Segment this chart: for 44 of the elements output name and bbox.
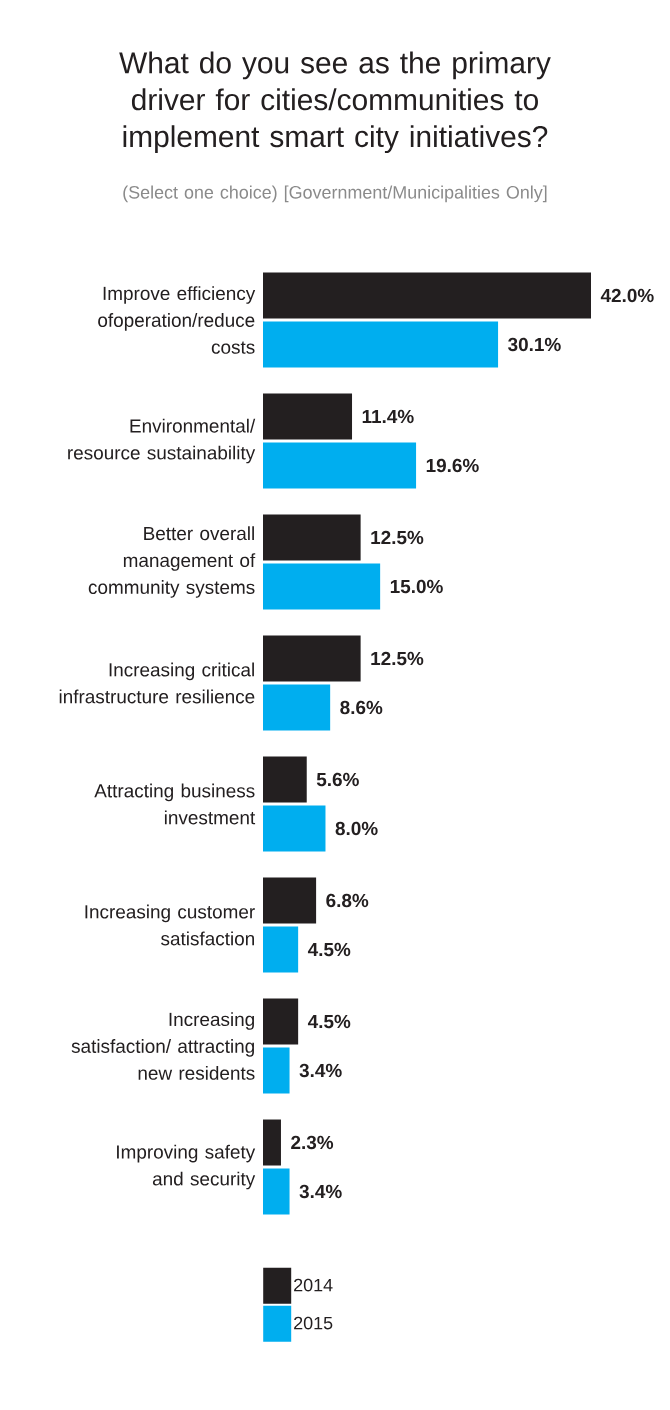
- data-label: 6.8%: [326, 893, 369, 908]
- chart-subtitle: (Select one choice) [Government/Municipalities Only]: [123, 185, 547, 203]
- bar: [263, 321, 499, 368]
- y-tick-label: Improve efficiency ofoperation/reduce costs: [98, 286, 256, 354]
- data-label: 8.6%: [340, 700, 383, 715]
- data-label: 12.5%: [371, 651, 424, 666]
- y-tick-label: Increasing satisfaction/ attracting new residents: [71, 1012, 255, 1080]
- bar: [263, 393, 353, 440]
- y-tick-label: Increasing customer satisfaction: [85, 904, 255, 946]
- bar: [263, 756, 307, 803]
- data-label: 8.0%: [335, 821, 378, 836]
- y-tick-label: Environmental/ resource sustainability: [68, 418, 256, 464]
- data-label: 19.6%: [426, 458, 479, 473]
- legend-label: 2014: [294, 1278, 333, 1292]
- chart-title: What do you see as the primary driver for cities/communities to implement smart city initiatives?: [119, 51, 551, 154]
- bar: [263, 877, 317, 924]
- y-tick-label: Attracting business investment: [94, 783, 256, 825]
- bar: [263, 684, 331, 731]
- data-label: 5.6%: [316, 772, 359, 787]
- data-label: 42.0%: [600, 288, 654, 303]
- data-label: 30.1%: [508, 337, 561, 352]
- bar: [263, 442, 417, 489]
- bar: [263, 1168, 290, 1215]
- data-label: 11.4%: [362, 409, 414, 424]
- bar: [263, 635, 361, 682]
- y-tick-label: Better overall management of community systems: [88, 526, 256, 598]
- data-label: 2.3%: [291, 1135, 334, 1150]
- bar: [263, 998, 299, 1045]
- bar: [263, 926, 299, 973]
- legend-label: 2015: [294, 1316, 333, 1330]
- data-label: 3.4%: [299, 1184, 342, 1199]
- bar: [263, 1119, 281, 1166]
- data-label: 12.5%: [371, 530, 424, 545]
- data-label: 4.5%: [307, 1014, 351, 1029]
- y-tick-label: Increasing critical infrastructure resilience: [59, 662, 255, 704]
- data-label: 4.5%: [307, 942, 351, 957]
- data-label: 15.0%: [390, 579, 443, 594]
- bar: [263, 514, 361, 561]
- bar: [263, 805, 326, 852]
- bar: [263, 563, 381, 610]
- y-tick-label: Improving safety and security: [117, 1144, 256, 1190]
- bar: [263, 272, 591, 319]
- data-label: 3.4%: [299, 1063, 342, 1078]
- bar: [263, 1047, 290, 1094]
